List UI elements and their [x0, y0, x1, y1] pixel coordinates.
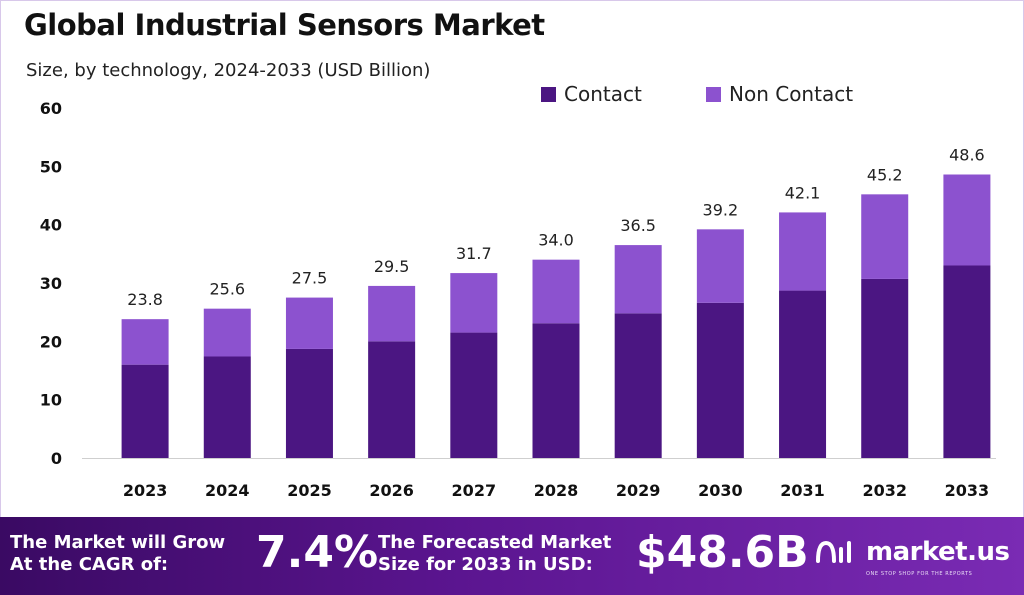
bar-contact — [861, 278, 909, 458]
bar-contact — [203, 356, 251, 458]
bar-total-label: 27.5 — [292, 269, 328, 288]
x-tick-label: 2024 — [205, 481, 250, 500]
bar-total-label: 31.7 — [456, 244, 492, 263]
bar-total-label: 42.1 — [785, 183, 821, 202]
bar-non-contact — [861, 194, 909, 279]
y-tick-label: 60 — [40, 99, 62, 118]
x-tick-label: 2025 — [287, 481, 332, 500]
x-tick-label: 2027 — [452, 481, 497, 500]
y-tick-label: 20 — [40, 332, 62, 351]
bar-non-contact — [121, 319, 169, 365]
y-tick-label: 0 — [51, 449, 62, 468]
chart-title: Global Industrial Sensors Market — [24, 8, 545, 42]
y-tick-label: 40 — [40, 216, 62, 235]
bar-contact — [696, 302, 744, 458]
bar-contact — [943, 265, 991, 458]
chart-subtitle: Size, by technology, 2024-2033 (USD Bill… — [26, 60, 431, 81]
forecast-value: $48.6B — [636, 527, 809, 578]
legend-item-non-contact: Non Contact — [706, 82, 853, 106]
cagr-label-line1: The Market will Grow — [10, 532, 226, 553]
brand-tagline: ONE STOP SHOP FOR THE REPORTS — [866, 571, 973, 577]
legend-swatch-non-contact — [706, 86, 721, 102]
bar-non-contact — [285, 297, 333, 349]
x-tick-label: 2032 — [862, 481, 907, 500]
bar-total-label: 45.2 — [867, 165, 903, 184]
bar-total-label: 34.0 — [538, 231, 574, 250]
forecast-label-line2: Size for 2033 in USD: — [378, 554, 593, 575]
bar-non-contact — [779, 212, 827, 291]
legend-swatch-contact — [541, 86, 556, 102]
bar-non-contact — [943, 174, 991, 266]
y-tick-label: 10 — [40, 391, 62, 410]
cagr-value: 7.4% — [256, 527, 379, 578]
bar-contact — [121, 364, 169, 458]
x-tick-label: 2033 — [945, 481, 990, 500]
bar-contact — [779, 290, 827, 458]
bar-total-label: 23.8 — [127, 290, 163, 309]
forecast-label: The Forecasted Market Size for 2033 in U… — [378, 532, 611, 576]
cagr-label-line2: At the CAGR of: — [10, 554, 169, 575]
bar-contact — [285, 348, 333, 458]
footer-banner: The Market will Grow At the CAGR of: 7.4… — [0, 517, 1024, 595]
brand-name: market.us — [866, 537, 1010, 567]
bar-contact — [368, 341, 416, 458]
legend-item-contact: Contact — [541, 82, 642, 106]
y-tick-label: 50 — [40, 157, 62, 176]
x-tick-label: 2031 — [780, 481, 825, 500]
x-tick-label: 2028 — [534, 481, 579, 500]
bar-non-contact — [532, 259, 580, 324]
bar-non-contact — [614, 245, 662, 314]
bar-contact — [450, 332, 498, 458]
bar-chart: 010203040506023.8202325.6202427.5202529.… — [40, 99, 996, 500]
bar-total-label: 36.5 — [620, 216, 656, 235]
brand-logo: market.us ONE STOP SHOP FOR THE REPORTS — [814, 537, 1010, 577]
bar-non-contact — [368, 285, 416, 342]
bar-non-contact — [203, 308, 251, 357]
x-tick-label: 2023 — [123, 481, 168, 500]
bar-non-contact — [696, 229, 744, 303]
x-tick-label: 2029 — [616, 481, 661, 500]
bar-total-label: 48.6 — [949, 146, 985, 165]
bar-non-contact — [450, 273, 498, 333]
bar-total-label: 29.5 — [374, 257, 410, 276]
bar-total-label: 25.6 — [209, 280, 245, 299]
bar-contact — [532, 323, 580, 458]
market-us-logo-icon — [816, 540, 851, 563]
y-tick-label: 30 — [40, 274, 62, 293]
cagr-label: The Market will Grow At the CAGR of: — [10, 532, 225, 576]
forecast-label-line1: The Forecasted Market — [378, 532, 612, 553]
legend-label-non-contact: Non Contact — [729, 82, 854, 106]
x-tick-label: 2030 — [698, 481, 743, 500]
legend-label-contact: Contact — [564, 82, 642, 106]
x-tick-label: 2026 — [369, 481, 414, 500]
bar-total-label: 39.2 — [703, 200, 739, 219]
bar-contact — [614, 313, 662, 458]
